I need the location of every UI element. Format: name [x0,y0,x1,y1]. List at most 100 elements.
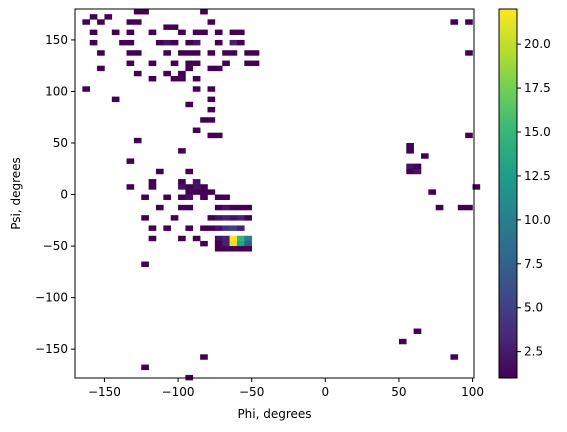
heatmap-cell [413,168,422,175]
heatmap-cell [141,194,149,200]
heatmap-cell [192,127,201,133]
heatmap-cell [222,50,230,56]
heatmap-cell [192,50,201,56]
heatmap-cell [236,29,245,36]
heatmap-cell [244,204,252,211]
heatmap-cell [170,60,179,66]
x-tick-label: −150 [88,385,121,399]
heatmap-cell [244,60,252,66]
heatmap-cell [200,117,208,123]
heatmap-cell [214,240,223,247]
colorbar-tick-label: 10.0 [524,213,551,227]
heatmap-cell [192,86,201,92]
heatmap-cell [207,50,216,56]
x-tick-label: −100 [162,385,195,399]
heatmap-cell [229,240,238,247]
heatmap-cell [192,179,201,185]
plot-background [75,9,474,378]
heatmap-cell [200,29,208,36]
heatmap-cell [214,194,223,200]
colorbar-frame [498,8,518,379]
heatmap-cell [236,215,245,221]
heatmap-cell [207,86,216,92]
heatmap-cell [111,96,120,103]
heatmap-cell [192,75,201,82]
y-tick-label: −150 [35,342,68,356]
heatmap-cell [178,148,186,154]
heatmap-cell [141,215,149,221]
heatmap-cell [214,39,223,46]
heatmap-cell [185,168,194,175]
heatmap-cell [251,50,260,56]
heatmap-cell [222,235,230,242]
heatmap-cell [192,189,201,195]
heatmap-cell [200,9,208,15]
heatmap-cell [133,50,142,56]
heatmap-cell [185,60,194,66]
heatmap-cell [465,19,473,25]
heatmap-cell [214,204,223,211]
heatmap-cell [82,86,91,92]
heatmap-cell [185,194,194,200]
heatmap-cell [178,194,186,200]
heatmap-cell [119,39,127,46]
x-axis-ticks: −150 −100 −50 0 50 100 [88,378,484,399]
heatmap-cell [244,50,252,56]
heatmap-cell [465,50,473,56]
heatmap-cell [155,168,164,175]
heatmap-cell [97,19,105,25]
heatmap-cell [229,50,238,56]
heatmap-cell [163,50,172,56]
heatmap-cell [398,338,407,345]
heatmap-cell [178,29,186,36]
x-axis-label: Phi, degrees [237,407,311,421]
heatmap-cell [200,225,208,231]
heatmap-cells [82,9,481,381]
heatmap-cell [214,65,223,72]
heatmap-cell [185,39,194,46]
heatmap-cell [97,50,105,56]
heatmap-cell [126,184,135,190]
heatmap-cell [472,184,481,190]
colorbar-tick-label: 15.0 [524,125,551,139]
heatmap-cell [457,204,466,211]
y-tick-label: −50 [43,239,68,253]
colorbar-tick-label: 5.0 [524,301,543,315]
heatmap-cell [450,354,459,360]
heatmap-cell [185,189,194,195]
heatmap-cell [170,24,179,30]
heatmap-cell [178,184,186,190]
heatmap-cell [126,158,135,164]
heatmap-cell [222,240,230,247]
heatmap-cell [207,215,216,221]
heatmap-cell [170,39,179,46]
heatmap-cell [214,215,223,221]
heatmap-cell [207,189,216,195]
heatmap-cell [141,9,149,15]
colorbar-tick-label: 17.5 [524,81,551,95]
colorbar-tick-label: 12.5 [524,169,551,183]
heatmap-cell [420,153,429,159]
heatmap-cell [133,70,142,77]
heatmap-cell [192,29,201,36]
heatmap-cell [133,9,142,15]
heatmap-cell [229,246,238,252]
heatmap-cell [97,65,105,72]
x-tick-label: 100 [461,385,484,399]
heatmap-cell [185,225,194,231]
heatmap-cell [200,240,208,247]
y-axis-ticks: −150 −100 −50 0 50 100 150 [35,33,75,356]
heatmap-cell [104,14,113,20]
heatmap-cell [435,204,444,211]
heatmap-cell [82,19,91,25]
heatmap-cell [236,246,245,252]
heatmap-cell [89,14,98,20]
heatmap-cell [222,215,230,221]
heatmap-cell [148,179,157,185]
heatmap-cell [229,204,238,211]
heatmap-cell [229,215,238,221]
heatmap-cell [126,29,135,36]
heatmap-cell [214,246,223,252]
heatmap-cell [406,142,414,149]
colorbar-ticks: 2.5 5.0 7.5 10.0 12.5 15.0 17.5 20.0 [517,37,551,359]
